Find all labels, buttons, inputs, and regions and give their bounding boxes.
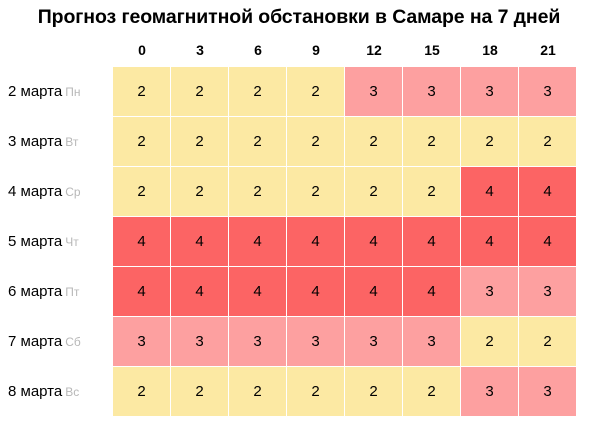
date-text: 3 марта — [8, 133, 63, 150]
date-text: 5 марта — [8, 233, 63, 250]
kp-cell: 2 — [113, 367, 170, 416]
kp-cell: 2 — [113, 167, 170, 216]
kp-cell: 2 — [171, 117, 228, 166]
kp-cell: 2 — [403, 167, 460, 216]
kp-cell: 3 — [229, 317, 286, 366]
weekday-text: Сб — [65, 335, 81, 349]
kp-cell: 4 — [287, 217, 344, 266]
kp-cell: 2 — [229, 117, 286, 166]
kp-cell: 3 — [113, 317, 170, 366]
hour-label: 0 — [138, 42, 146, 58]
kp-cell: 3 — [287, 317, 344, 366]
row-date-label: 5 марта Чт — [8, 217, 79, 267]
kp-cell: 3 — [345, 67, 402, 116]
kp-cell: 2 — [287, 367, 344, 416]
kp-cell: 3 — [461, 267, 518, 316]
forecast-row: 5 марта Чт 4 4 4 4 4 4 4 4 — [0, 217, 580, 267]
hour-label: 21 — [540, 42, 556, 58]
kp-cell: 2 — [345, 367, 402, 416]
kp-cell: 4 — [461, 167, 518, 216]
weekday-text: Вс — [65, 385, 80, 399]
kp-cell: 4 — [113, 267, 170, 316]
kp-cell: 4 — [287, 267, 344, 316]
kp-cell: 2 — [403, 367, 460, 416]
forecast-row: 4 марта Ср 2 2 2 2 2 2 4 4 — [0, 167, 580, 217]
weekday-text: Ср — [65, 185, 81, 199]
kp-cell: 3 — [403, 317, 460, 366]
forecast-row: 8 марта Вс 2 2 2 2 2 2 3 3 — [0, 367, 580, 417]
kp-cell: 4 — [171, 217, 228, 266]
kp-cell: 4 — [461, 217, 518, 266]
row-date-label: 6 марта Пт — [8, 267, 79, 317]
forecast-row: 6 марта Пт 4 4 4 4 4 4 3 3 — [0, 267, 580, 317]
kp-cell: 2 — [229, 167, 286, 216]
row-date-label: 3 марта Вт — [8, 117, 78, 167]
hour-label: 15 — [424, 42, 440, 58]
kp-cell: 3 — [461, 367, 518, 416]
kp-cell: 2 — [113, 67, 170, 116]
row-date-label: 8 марта Вс — [8, 367, 79, 417]
kp-cell: 2 — [287, 167, 344, 216]
kp-cell: 4 — [229, 267, 286, 316]
kp-cell: 2 — [229, 67, 286, 116]
forecast-row: 3 марта Вт 2 2 2 2 2 2 2 2 — [0, 117, 580, 167]
kp-cell: 2 — [461, 317, 518, 366]
hour-label: 12 — [366, 42, 382, 58]
kp-cell: 4 — [403, 267, 460, 316]
kp-cell: 2 — [171, 167, 228, 216]
weekday-text: Чт — [65, 235, 79, 249]
weekday-text: Вт — [65, 135, 79, 149]
weekday-text: Пт — [65, 285, 80, 299]
kp-cell: 3 — [519, 367, 576, 416]
kp-cell: 4 — [403, 217, 460, 266]
date-text: 6 марта — [8, 283, 63, 300]
kp-cell: 3 — [403, 67, 460, 116]
kp-cell: 3 — [461, 67, 518, 116]
kp-cell: 2 — [171, 367, 228, 416]
date-text: 4 марта — [8, 183, 63, 200]
date-text: 2 марта — [8, 83, 63, 100]
kp-cell: 2 — [345, 167, 402, 216]
hour-label: 9 — [312, 42, 320, 58]
kp-cell: 4 — [519, 217, 576, 266]
kp-cell: 2 — [287, 67, 344, 116]
kp-cell: 2 — [519, 317, 576, 366]
kp-cell: 4 — [519, 167, 576, 216]
kp-cell: 2 — [229, 367, 286, 416]
row-date-label: 4 марта Ср — [8, 167, 81, 217]
forecast-row: 7 марта Сб 3 3 3 3 3 3 2 2 — [0, 317, 580, 367]
weekday-text: Пн — [65, 85, 81, 99]
forecast-row: 2 марта Пн 2 2 2 2 3 3 3 3 — [0, 67, 580, 117]
kp-cell: 2 — [287, 117, 344, 166]
kp-cell: 4 — [345, 267, 402, 316]
hour-label: 18 — [482, 42, 498, 58]
hour-label: 3 — [196, 42, 204, 58]
kp-cell: 3 — [171, 317, 228, 366]
kp-cell: 2 — [403, 117, 460, 166]
kp-cell: 4 — [229, 217, 286, 266]
hour-column-header: 0 3 6 9 12 15 18 21 — [113, 42, 577, 64]
kp-cell: 3 — [345, 317, 402, 366]
kp-cell: 3 — [519, 67, 576, 116]
kp-cell: 2 — [113, 117, 170, 166]
kp-cell: 2 — [345, 117, 402, 166]
row-date-label: 2 марта Пн — [8, 67, 81, 117]
chart-title: Прогноз геомагнитной обстановки в Самаре… — [37, 6, 561, 28]
kp-cell: 2 — [461, 117, 518, 166]
kp-cell: 4 — [171, 267, 228, 316]
hour-label: 6 — [254, 42, 262, 58]
date-text: 7 марта — [8, 333, 63, 350]
row-date-label: 7 марта Сб — [8, 317, 81, 367]
kp-cell: 4 — [113, 217, 170, 266]
kp-cell: 2 — [171, 67, 228, 116]
date-text: 8 марта — [8, 383, 63, 400]
kp-cell: 3 — [519, 267, 576, 316]
kp-cell: 2 — [519, 117, 576, 166]
kp-cell: 4 — [345, 217, 402, 266]
